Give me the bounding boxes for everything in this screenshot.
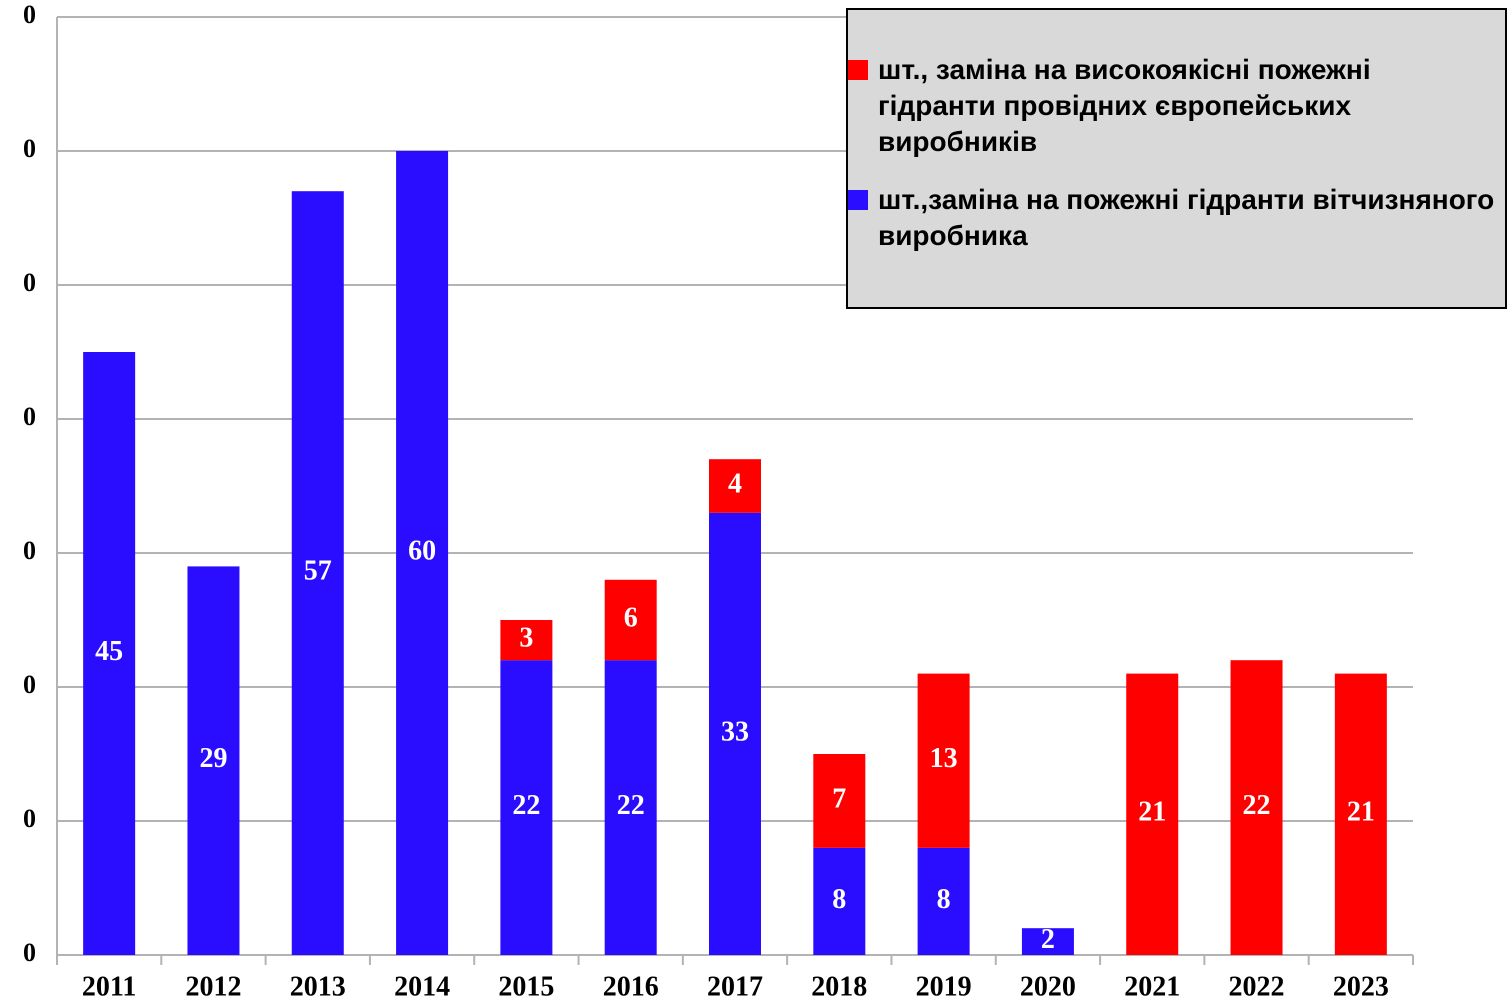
- legend-label: шт.,заміна на пожежні гідранти вітчизнян…: [878, 184, 1495, 251]
- bar-segment: [83, 352, 136, 955]
- y-tick-label: 0: [23, 134, 36, 163]
- bar-segment: [813, 847, 866, 955]
- bar-segment: [1126, 673, 1179, 955]
- y-tick-label: 0: [23, 536, 36, 565]
- y-tick-label: 0: [23, 0, 36, 29]
- y-tick-label: 0: [23, 804, 36, 833]
- data-label: 33: [721, 716, 749, 747]
- x-tick-label: 2017: [707, 971, 763, 1002]
- legend-label: шт., заміна на високоякісні пожежні гідр…: [878, 54, 1371, 157]
- data-label: 6: [624, 602, 638, 633]
- legend-item: шт.,заміна на пожежні гідранти вітчизнян…: [848, 182, 1495, 254]
- bar-segment: [709, 512, 761, 955]
- bar-segment: [604, 579, 657, 661]
- bar-segment: [1230, 660, 1283, 955]
- bar-segment: [1334, 673, 1387, 955]
- data-label: 22: [1243, 790, 1271, 821]
- x-tick-label: 2021: [1124, 971, 1180, 1002]
- bar-segment: [291, 191, 344, 955]
- x-tick-label: 2018: [811, 971, 867, 1002]
- y-tick-label: 0: [23, 938, 36, 967]
- data-label: 7: [832, 783, 846, 814]
- data-label: 3: [519, 623, 533, 654]
- bar-segment: [500, 660, 553, 955]
- data-label: 21: [1347, 797, 1375, 828]
- y-tick-label: 0: [23, 268, 36, 297]
- legend: шт., заміна на високоякісні пожежні гідр…: [846, 8, 1507, 309]
- x-tick-label: 2019: [916, 971, 972, 1002]
- x-tick-label: 2023: [1333, 971, 1389, 1002]
- data-label: 13: [930, 743, 958, 774]
- bar-segment: [396, 151, 449, 955]
- data-label: 8: [832, 884, 846, 915]
- bar-segment: [917, 847, 970, 955]
- data-label: 29: [199, 743, 227, 774]
- x-tick-label: 2014: [394, 971, 450, 1002]
- bar-segment: [604, 660, 657, 955]
- x-tick-label: 2016: [603, 971, 659, 1002]
- bar-segment: [813, 754, 866, 848]
- legend-swatch: [848, 190, 868, 210]
- y-tick-label: 0: [23, 670, 36, 699]
- x-tick-label: 2011: [82, 971, 136, 1002]
- data-label: 2: [1041, 924, 1055, 955]
- bar-segment: [917, 673, 970, 848]
- x-tick-label: 2022: [1229, 971, 1285, 1002]
- data-label: 60: [408, 535, 436, 566]
- x-tick-label: 2013: [290, 971, 346, 1002]
- bar-segment: [187, 566, 240, 955]
- bar-segment: [500, 620, 553, 661]
- x-tick-label: 2020: [1020, 971, 1076, 1002]
- legend-item: шт., заміна на високоякісні пожежні гідр…: [848, 52, 1495, 160]
- legend-swatch: [848, 60, 868, 80]
- bar-segment: [709, 459, 761, 513]
- data-label: 22: [512, 790, 540, 821]
- data-label: 22: [617, 790, 645, 821]
- x-tick-label: 2015: [498, 971, 554, 1002]
- data-label: 45: [95, 636, 123, 667]
- data-label: 57: [304, 556, 332, 587]
- y-tick-label: 0: [23, 402, 36, 431]
- data-label: 4: [728, 468, 742, 499]
- data-label: 21: [1138, 797, 1166, 828]
- bar-segment: [1021, 928, 1074, 955]
- x-tick-label: 2012: [185, 971, 241, 1002]
- data-label: 8: [937, 884, 951, 915]
